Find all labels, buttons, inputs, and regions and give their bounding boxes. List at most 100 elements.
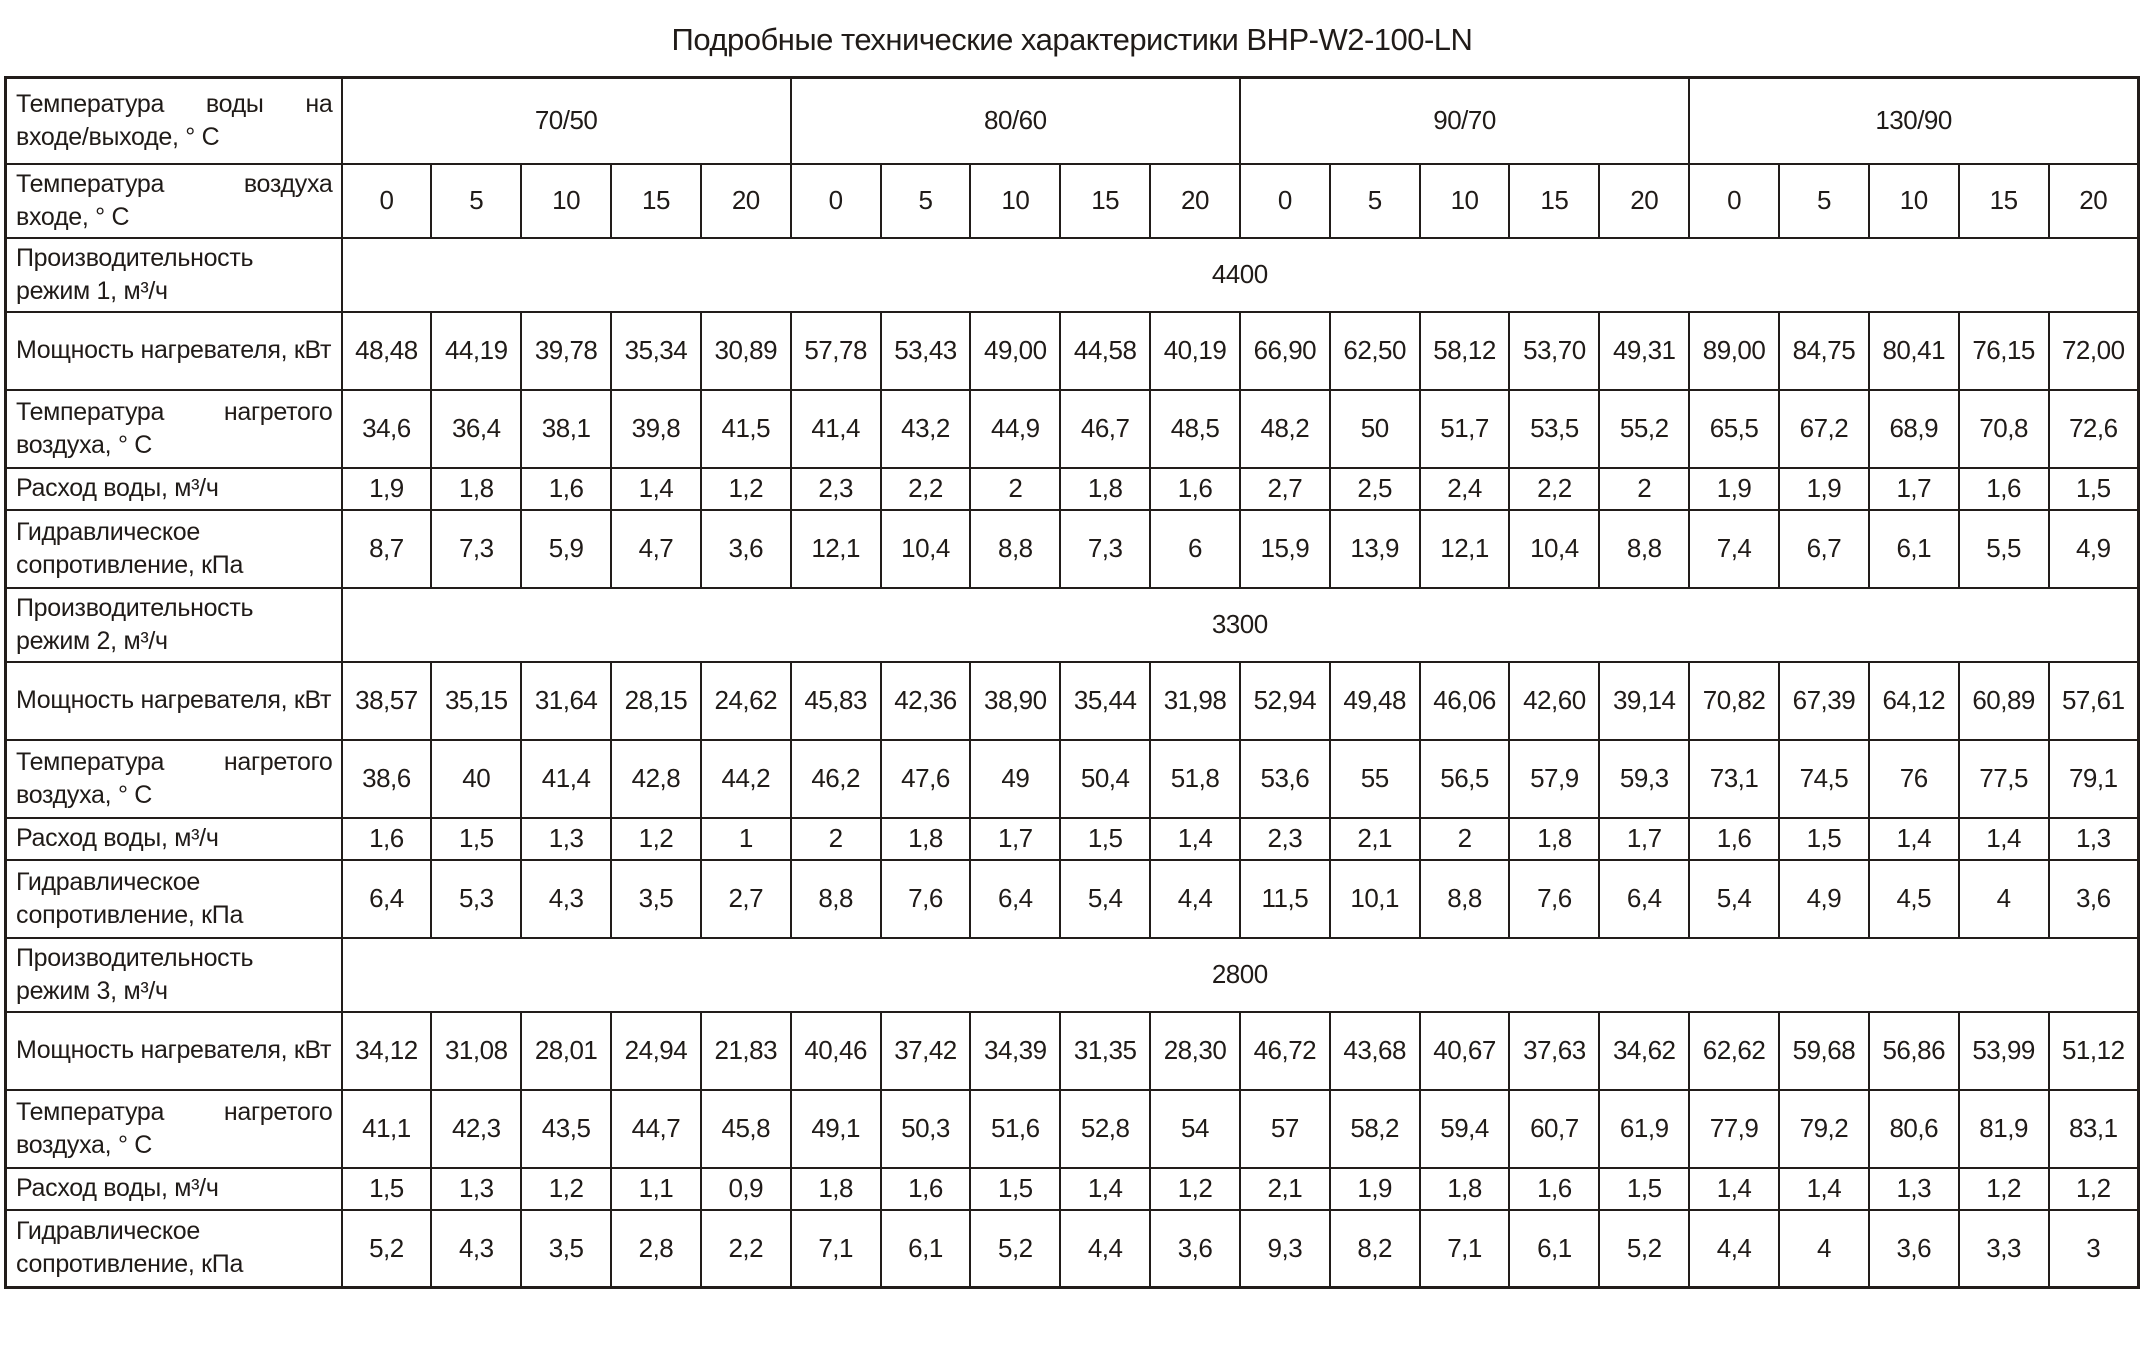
data-cell: 5,2 bbox=[969, 1208, 1062, 1289]
data-cell: 35,44 bbox=[1059, 660, 1152, 741]
air-temp-cell: 0 bbox=[789, 162, 882, 239]
data-cell: 5,3 bbox=[430, 858, 523, 939]
data-cell: 4,7 bbox=[610, 508, 702, 589]
data-cell: 35,15 bbox=[430, 660, 523, 741]
hydraulic-resistance-row-label: Гидравлическое сопротивление, кПа bbox=[4, 508, 343, 589]
data-cell: 4,4 bbox=[1688, 1208, 1780, 1289]
data-cell: 1,6 bbox=[1688, 816, 1780, 861]
data-cell: 54 bbox=[1149, 1088, 1241, 1169]
data-cell: 1,3 bbox=[520, 816, 613, 861]
air-temp-cell: 5 bbox=[1778, 162, 1870, 239]
data-cell: 24,62 bbox=[699, 660, 792, 741]
data-cell: 57,78 bbox=[789, 310, 882, 391]
capacity-value-cell: 3300 bbox=[340, 586, 2140, 663]
data-cell: 1,7 bbox=[1598, 816, 1691, 861]
heated-air-temp-row-label: Температура нагретого воздуха, ° С bbox=[4, 1088, 343, 1169]
air-temp-cell: 5 bbox=[430, 162, 523, 239]
data-cell: 10,4 bbox=[879, 508, 972, 589]
data-cell: 8,8 bbox=[1598, 508, 1691, 589]
data-cell: 5,2 bbox=[1598, 1208, 1691, 1289]
data-cell: 15,9 bbox=[1238, 508, 1331, 589]
data-cell: 2,3 bbox=[1238, 816, 1331, 861]
data-cell: 38,90 bbox=[969, 660, 1062, 741]
data-cell: 12,1 bbox=[789, 508, 882, 589]
data-cell: 42,60 bbox=[1508, 660, 1601, 741]
data-cell: 1,3 bbox=[1867, 1166, 1960, 1211]
data-cell: 58,2 bbox=[1328, 1088, 1421, 1169]
water-temp-group-cell: 80/60 bbox=[789, 76, 1241, 165]
data-cell: 50 bbox=[1328, 388, 1421, 469]
data-cell: 1,2 bbox=[520, 1166, 613, 1211]
data-cell: 4,9 bbox=[1778, 858, 1870, 939]
data-cell: 48,2 bbox=[1238, 388, 1331, 469]
data-cell: 3,3 bbox=[1957, 1208, 2050, 1289]
data-cell: 3,5 bbox=[610, 858, 702, 939]
data-cell: 47,6 bbox=[879, 738, 972, 819]
data-cell: 34,12 bbox=[340, 1010, 433, 1091]
air-temp-cell: 10 bbox=[1867, 162, 1960, 239]
data-cell: 9,3 bbox=[1238, 1208, 1331, 1289]
data-cell: 37,42 bbox=[879, 1010, 972, 1091]
air-temp-cell: 10 bbox=[969, 162, 1062, 239]
data-cell: 42,36 bbox=[879, 660, 972, 741]
air-temp-cell: 20 bbox=[2047, 162, 2140, 239]
air-temp-label: Температура воздуха входе, ° С bbox=[4, 162, 343, 239]
data-cell: 49 bbox=[969, 738, 1062, 819]
data-cell: 2,1 bbox=[1238, 1166, 1331, 1211]
data-cell: 50,3 bbox=[879, 1088, 972, 1169]
data-cell: 1,5 bbox=[1059, 816, 1152, 861]
data-cell: 57 bbox=[1238, 1088, 1331, 1169]
heater-power-row: Мощность нагревателя, кВт 38,57 35,15 31,64… bbox=[4, 660, 2140, 741]
data-cell: 2,2 bbox=[879, 466, 972, 511]
data-cell: 41,5 bbox=[699, 388, 792, 469]
data-cell: 4,5 bbox=[1867, 858, 1960, 939]
data-cell: 7,1 bbox=[1418, 1208, 1511, 1289]
data-cell: 46,72 bbox=[1238, 1010, 1331, 1091]
data-cell: 1,9 bbox=[340, 466, 433, 511]
air-temp-cell: 5 bbox=[1328, 162, 1421, 239]
data-cell: 41,4 bbox=[520, 738, 613, 819]
data-cell: 5,5 bbox=[1957, 508, 2050, 589]
data-cell: 51,6 bbox=[969, 1088, 1062, 1169]
data-cell: 46,2 bbox=[789, 738, 882, 819]
data-cell: 59,68 bbox=[1778, 1010, 1870, 1091]
data-cell: 28,30 bbox=[1149, 1010, 1241, 1091]
data-cell: 8,7 bbox=[340, 508, 433, 589]
capacity-label: Производительность режим 2, м³/ч bbox=[4, 586, 343, 663]
data-cell: 76,15 bbox=[1957, 310, 2050, 391]
data-cell: 31,98 bbox=[1149, 660, 1241, 741]
data-cell: 8,8 bbox=[969, 508, 1062, 589]
data-cell: 6,1 bbox=[1508, 1208, 1601, 1289]
data-cell: 1,3 bbox=[430, 1166, 523, 1211]
data-cell: 83,1 bbox=[2047, 1088, 2140, 1169]
data-cell: 31,35 bbox=[1059, 1010, 1152, 1091]
air-temp-cell: 0 bbox=[340, 162, 433, 239]
data-cell: 55,2 bbox=[1598, 388, 1691, 469]
data-cell: 2 bbox=[969, 466, 1062, 511]
data-cell: 53,99 bbox=[1957, 1010, 2050, 1091]
data-cell: 76 bbox=[1867, 738, 1960, 819]
data-cell: 1,2 bbox=[1957, 1166, 2050, 1211]
data-cell: 1,6 bbox=[1508, 1166, 1601, 1211]
data-cell: 5,4 bbox=[1688, 858, 1780, 939]
data-cell: 2 bbox=[789, 816, 882, 861]
data-cell: 44,7 bbox=[610, 1088, 702, 1169]
data-cell: 38,6 bbox=[340, 738, 433, 819]
air-temp-cell: 20 bbox=[1149, 162, 1241, 239]
air-temp-cell: 15 bbox=[1508, 162, 1601, 239]
air-temp-cell: 10 bbox=[1418, 162, 1511, 239]
data-cell: 1,4 bbox=[1957, 816, 2050, 861]
data-cell: 1,6 bbox=[340, 816, 433, 861]
data-cell: 12,1 bbox=[1418, 508, 1511, 589]
heater-power-row-label: Мощность нагревателя, кВт bbox=[4, 660, 343, 741]
data-cell: 7,3 bbox=[430, 508, 523, 589]
data-cell: 1,9 bbox=[1778, 466, 1870, 511]
air-temp-header-row: Температура воздуха входе, ° С 0 5 10 15 20 0 5… bbox=[4, 162, 2140, 239]
heater-power-row-label: Мощность нагревателя, кВт bbox=[4, 1010, 343, 1091]
data-cell: 2,2 bbox=[699, 1208, 792, 1289]
data-cell: 49,48 bbox=[1328, 660, 1421, 741]
data-cell: 7,1 bbox=[789, 1208, 882, 1289]
data-cell: 13,9 bbox=[1328, 508, 1421, 589]
data-cell: 67,2 bbox=[1778, 388, 1870, 469]
